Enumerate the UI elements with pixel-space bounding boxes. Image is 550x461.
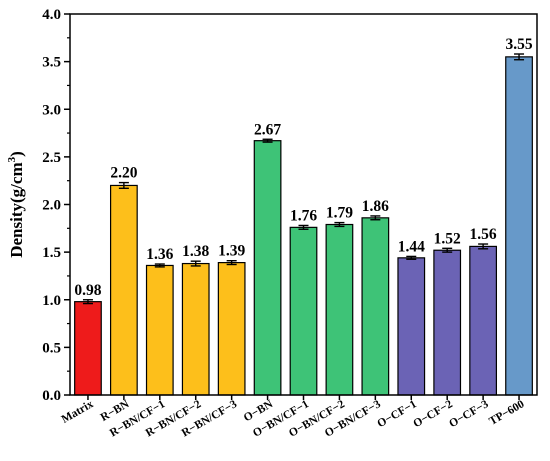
x-tick-label: O−CF−1 bbox=[375, 398, 419, 430]
data-label: 0.98 bbox=[74, 282, 101, 299]
y-axis-label-main: Density(g/cm bbox=[7, 162, 26, 257]
x-tick-label: O−CF−3 bbox=[447, 398, 491, 430]
data-label: 1.44 bbox=[398, 238, 425, 255]
bar bbox=[469, 245, 498, 396]
bar bbox=[289, 226, 318, 396]
y-tick-label: 0.5 bbox=[42, 340, 61, 356]
y-tick-label: 3.0 bbox=[42, 102, 61, 118]
bar bbox=[145, 264, 174, 396]
value-labels-group: 0.98 2.20 1.36 1.38 1.39 2.67 1.76 1.79 1.86 1.44… bbox=[74, 36, 532, 299]
x-axis-ticks: Matrix R−BNR−BN/CF−1R−BN/CF−2R−BN/CF−3 O−B… bbox=[60, 395, 527, 440]
y-axis-ticks: 0.0 0.5 1.0 1.5 2.0 2.5 3.0 3.5 4.0 bbox=[42, 7, 70, 404]
bar bbox=[181, 262, 210, 396]
y-tick-label: 4.0 bbox=[42, 7, 61, 23]
data-label: 1.39 bbox=[218, 243, 245, 260]
data-label: 1.79 bbox=[326, 205, 353, 222]
y-tick-label: 0.0 bbox=[42, 388, 61, 404]
data-label: 2.67 bbox=[254, 121, 281, 138]
bar bbox=[505, 56, 533, 396]
x-tick-label: O−CF−2 bbox=[411, 398, 455, 430]
data-label: 1.76 bbox=[290, 207, 317, 224]
error-bars-group bbox=[82, 53, 525, 305]
bar bbox=[74, 301, 102, 396]
bar bbox=[361, 217, 390, 396]
data-label: 1.38 bbox=[182, 243, 209, 260]
y-tick-label: 3.5 bbox=[42, 55, 61, 71]
data-label: 1.52 bbox=[434, 230, 461, 247]
data-label: 1.56 bbox=[470, 226, 497, 243]
y-tick-label: 2.0 bbox=[42, 198, 61, 214]
y-axis-label-superscript: 3 bbox=[6, 156, 18, 162]
bar bbox=[253, 140, 282, 396]
y-tick-label: 1.0 bbox=[42, 293, 61, 309]
data-label: 1.86 bbox=[362, 198, 389, 215]
data-label: 2.20 bbox=[110, 165, 137, 182]
bar bbox=[433, 249, 462, 396]
x-tick-label: Matrix bbox=[60, 398, 96, 426]
bar bbox=[325, 223, 354, 396]
y-tick-label: 1.5 bbox=[42, 245, 61, 261]
y-axis-label: Density(g/cm3) bbox=[6, 151, 26, 258]
bar bbox=[217, 262, 246, 396]
data-label: 3.55 bbox=[505, 36, 532, 53]
y-tick-label: 2.5 bbox=[42, 150, 61, 166]
y-axis-title: Density(g/cm3) bbox=[6, 151, 26, 258]
data-label: 1.36 bbox=[146, 246, 173, 263]
bar bbox=[397, 257, 426, 396]
bars-group bbox=[74, 56, 533, 396]
x-tick-label: TP−600 bbox=[487, 398, 527, 428]
y-axis-label-close: ) bbox=[7, 151, 26, 157]
bar bbox=[109, 184, 138, 396]
